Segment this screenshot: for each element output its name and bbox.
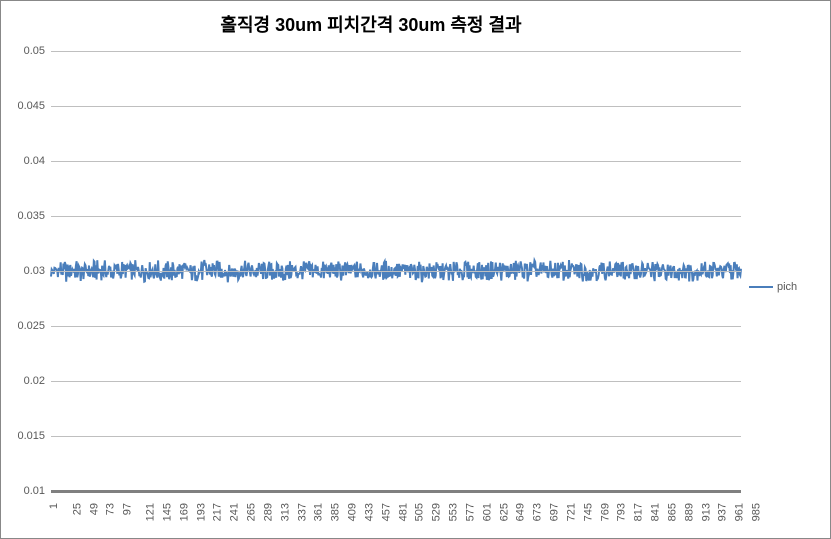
- x-tick-label: 193: [195, 503, 207, 521]
- x-tick-label: 337: [296, 503, 308, 521]
- x-tick-label: 409: [346, 503, 358, 521]
- x-tick-label: 1: [48, 503, 60, 509]
- x-tick-label: 289: [262, 503, 274, 521]
- gridline: [51, 51, 741, 52]
- x-tick-label: 433: [363, 503, 375, 521]
- x-tick-label: 481: [397, 503, 409, 521]
- gridline: [51, 106, 741, 107]
- x-tick-label: 961: [734, 503, 746, 521]
- x-tick-label: 721: [565, 503, 577, 521]
- x-tick-label: 169: [178, 503, 190, 521]
- x-tick-label: 745: [582, 503, 594, 521]
- x-tick-label: 577: [464, 503, 476, 521]
- x-tick-label: 841: [649, 503, 661, 521]
- y-tick-label: 0.03: [1, 265, 45, 277]
- chart-title: 홀직경 30um 피치간격 30um 측정 결과: [1, 11, 741, 37]
- x-tick-label: 601: [481, 503, 493, 521]
- x-tick-label: 145: [161, 503, 173, 521]
- gridline: [51, 436, 741, 437]
- y-tick-label: 0.01: [1, 485, 45, 497]
- gridline: [51, 161, 741, 162]
- x-tick-label: 73: [105, 503, 117, 515]
- x-tick-label: 985: [750, 503, 762, 521]
- gridline: [51, 271, 741, 272]
- x-tick-label: 265: [245, 503, 257, 521]
- x-tick-label: 217: [212, 503, 224, 521]
- x-tick-label: 457: [380, 503, 392, 521]
- x-tick-label: 913: [700, 503, 712, 521]
- y-tick-label: 0.04: [1, 155, 45, 167]
- gridline: [51, 381, 741, 382]
- x-tick-label: 25: [71, 503, 83, 515]
- x-tick-label: 49: [88, 503, 100, 515]
- y-tick-label: 0.025: [1, 320, 45, 332]
- x-tick-label: 793: [616, 503, 628, 521]
- legend: pich: [749, 281, 797, 293]
- x-tick-label: 553: [447, 503, 459, 521]
- y-tick-label: 0.045: [1, 100, 45, 112]
- y-tick-label: 0.015: [1, 430, 45, 442]
- x-tick-label: 817: [633, 503, 645, 521]
- x-tick-label: 241: [229, 503, 241, 521]
- x-tick-label: 529: [431, 503, 443, 521]
- y-tick-label: 0.05: [1, 45, 45, 57]
- x-tick-label: 313: [279, 503, 291, 521]
- x-tick-label: 97: [122, 503, 134, 515]
- chart-container: 홀직경 30um 피치간격 30um 측정 결과 0.01 0.015 0.02 0.…: [0, 0, 831, 539]
- x-tick-label: 625: [498, 503, 510, 521]
- x-tick-label: 769: [599, 503, 611, 521]
- y-tick-label: 0.02: [1, 375, 45, 387]
- gridline: [51, 216, 741, 217]
- x-tick-label: 361: [313, 503, 325, 521]
- x-tick-label: 121: [145, 503, 157, 521]
- x-tick-label: 505: [414, 503, 426, 521]
- x-tick-label: 889: [683, 503, 695, 521]
- x-tick-label: 937: [717, 503, 729, 521]
- x-tick-label: 385: [330, 503, 342, 521]
- x-axis-line: [51, 490, 741, 493]
- x-tick-label: 649: [515, 503, 527, 521]
- y-tick-label: 0.035: [1, 210, 45, 222]
- legend-line-icon: [749, 286, 773, 288]
- legend-label: pich: [777, 281, 797, 293]
- plot-area: [51, 51, 741, 491]
- x-tick-label: 697: [548, 503, 560, 521]
- x-tick-label: 865: [666, 503, 678, 521]
- x-tick-label: 673: [532, 503, 544, 521]
- gridline: [51, 326, 741, 327]
